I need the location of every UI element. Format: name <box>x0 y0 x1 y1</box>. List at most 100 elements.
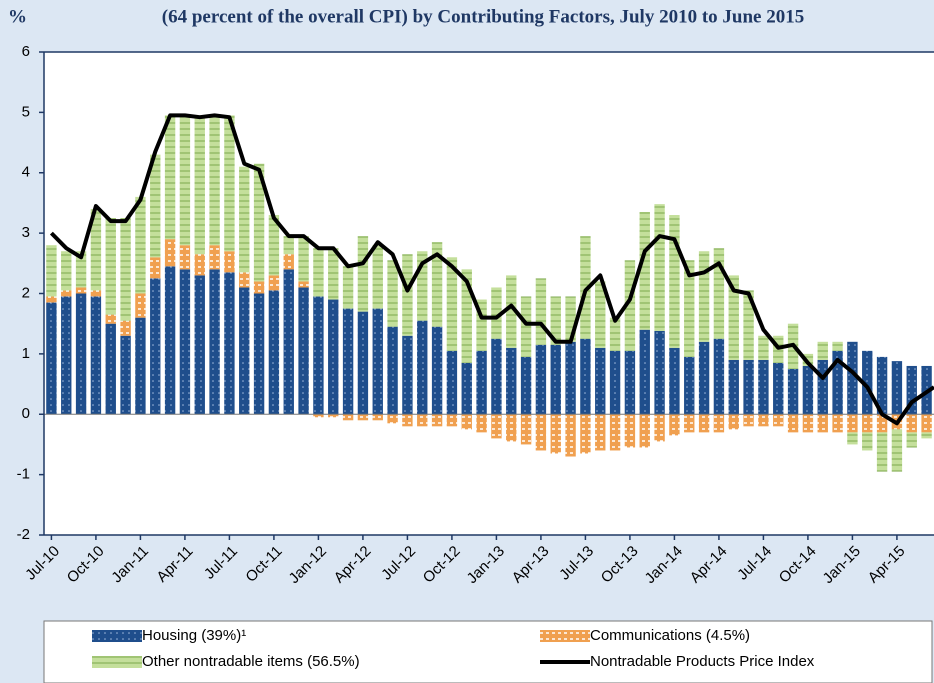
legend-label: Other nontradable items (56.5%) <box>142 653 360 670</box>
x-tick-label: Apr-13 <box>509 543 553 587</box>
bar-segment <box>535 344 547 415</box>
bar-segment <box>446 257 458 351</box>
bar-segment <box>446 414 458 427</box>
legend-swatch <box>92 656 142 668</box>
y-tick-label: 6 <box>22 43 30 60</box>
bar-segment <box>817 341 828 360</box>
bar-segment <box>313 296 324 415</box>
bar-segment <box>61 251 72 291</box>
chart-title: (64 percent of the overall CPI) by Contr… <box>162 6 804 27</box>
bar-segment <box>120 320 131 336</box>
bar-segment <box>461 414 472 430</box>
bar-segment <box>669 215 680 348</box>
bar-segment <box>194 254 205 276</box>
bar-segment <box>313 248 324 297</box>
bar-segment <box>164 266 176 415</box>
bar-segment <box>624 260 636 351</box>
x-tick-label: Apr-15 <box>865 543 909 587</box>
bar-segment <box>906 432 917 448</box>
bar-segment <box>743 414 754 427</box>
bar-segment <box>506 347 517 415</box>
bar-segment <box>654 204 665 331</box>
bar-segment <box>417 414 428 427</box>
bar-segment <box>431 414 443 427</box>
bar-segment <box>313 414 324 418</box>
bar-segment <box>46 245 57 297</box>
bar-segment <box>817 359 828 415</box>
bar-segment <box>402 414 413 427</box>
bar-segment <box>847 432 858 445</box>
bar-segment <box>698 414 710 433</box>
x-tick-label: Jul-12 <box>378 543 419 584</box>
bar-segment <box>758 414 769 427</box>
legend-swatch <box>92 630 142 642</box>
bar-segment <box>342 266 354 309</box>
x-tick-label: Jan-15 <box>820 543 864 587</box>
x-tick-label: Jan-14 <box>642 543 686 587</box>
bar-segment <box>847 414 858 433</box>
bar-segment <box>283 254 294 270</box>
bar-segment <box>520 414 532 445</box>
x-tick-label: Jul-11 <box>201 543 241 583</box>
bar-segment <box>239 272 250 288</box>
bar-segment <box>75 293 87 415</box>
bar-segment <box>150 257 161 279</box>
bar-segment <box>61 296 72 415</box>
bar-segment <box>906 365 917 415</box>
bar-segment <box>372 308 383 415</box>
bar-segment <box>862 432 873 451</box>
x-tick-label: Oct-12 <box>420 543 464 587</box>
bar-segment <box>268 215 280 276</box>
bar-segment <box>639 211 650 330</box>
x-tick-label: Apr-14 <box>687 543 731 587</box>
bar-segment <box>135 293 146 318</box>
bar-segment <box>639 414 650 448</box>
bar-segment <box>253 293 265 415</box>
x-tick-label: Jan-12 <box>286 543 330 587</box>
bar-segment <box>595 347 606 415</box>
bar-segment <box>224 272 235 415</box>
bar-segment <box>684 260 695 357</box>
bar-segment <box>105 314 116 324</box>
bar-segment <box>773 362 784 415</box>
bar-segment <box>46 302 57 415</box>
bar-segment <box>179 115 191 246</box>
bar-segment <box>120 218 131 321</box>
legend-swatch <box>540 630 590 642</box>
x-tick-label: Oct-11 <box>242 543 285 586</box>
bar-segment <box>253 163 265 282</box>
bar-segment <box>461 269 472 363</box>
bar-segment <box>713 248 725 339</box>
bar-segment <box>194 275 205 415</box>
bar-segment <box>624 414 636 448</box>
bar-segment <box>580 236 591 339</box>
bar-segment <box>550 344 561 415</box>
bar-segment <box>328 414 339 418</box>
bar-segment <box>713 414 725 433</box>
bar-segment <box>491 414 502 439</box>
bar-segment <box>669 414 680 436</box>
bar-segment <box>565 296 576 342</box>
bar-segment <box>402 254 413 336</box>
bar-segment <box>105 218 116 315</box>
bar-segment <box>179 245 191 270</box>
bar-segment <box>654 330 665 415</box>
bar-segment <box>609 317 621 351</box>
y-tick-label: 1 <box>22 345 30 362</box>
bar-segment <box>387 260 398 327</box>
y-tick-label: 0 <box>22 405 30 422</box>
bar-segment <box>90 208 102 291</box>
bar-segment <box>342 414 354 421</box>
bar-segment <box>921 432 932 439</box>
bar-segment <box>491 338 502 415</box>
bar-segment <box>773 414 784 427</box>
bar-segment <box>802 414 814 433</box>
bar-segment <box>328 248 339 300</box>
x-tick-label: Jul-13 <box>556 543 597 584</box>
bar-segment <box>431 326 443 415</box>
bar-segment <box>283 236 294 255</box>
bar-segment <box>61 290 72 297</box>
bar-segment <box>862 414 873 433</box>
bar-segment <box>565 414 576 457</box>
